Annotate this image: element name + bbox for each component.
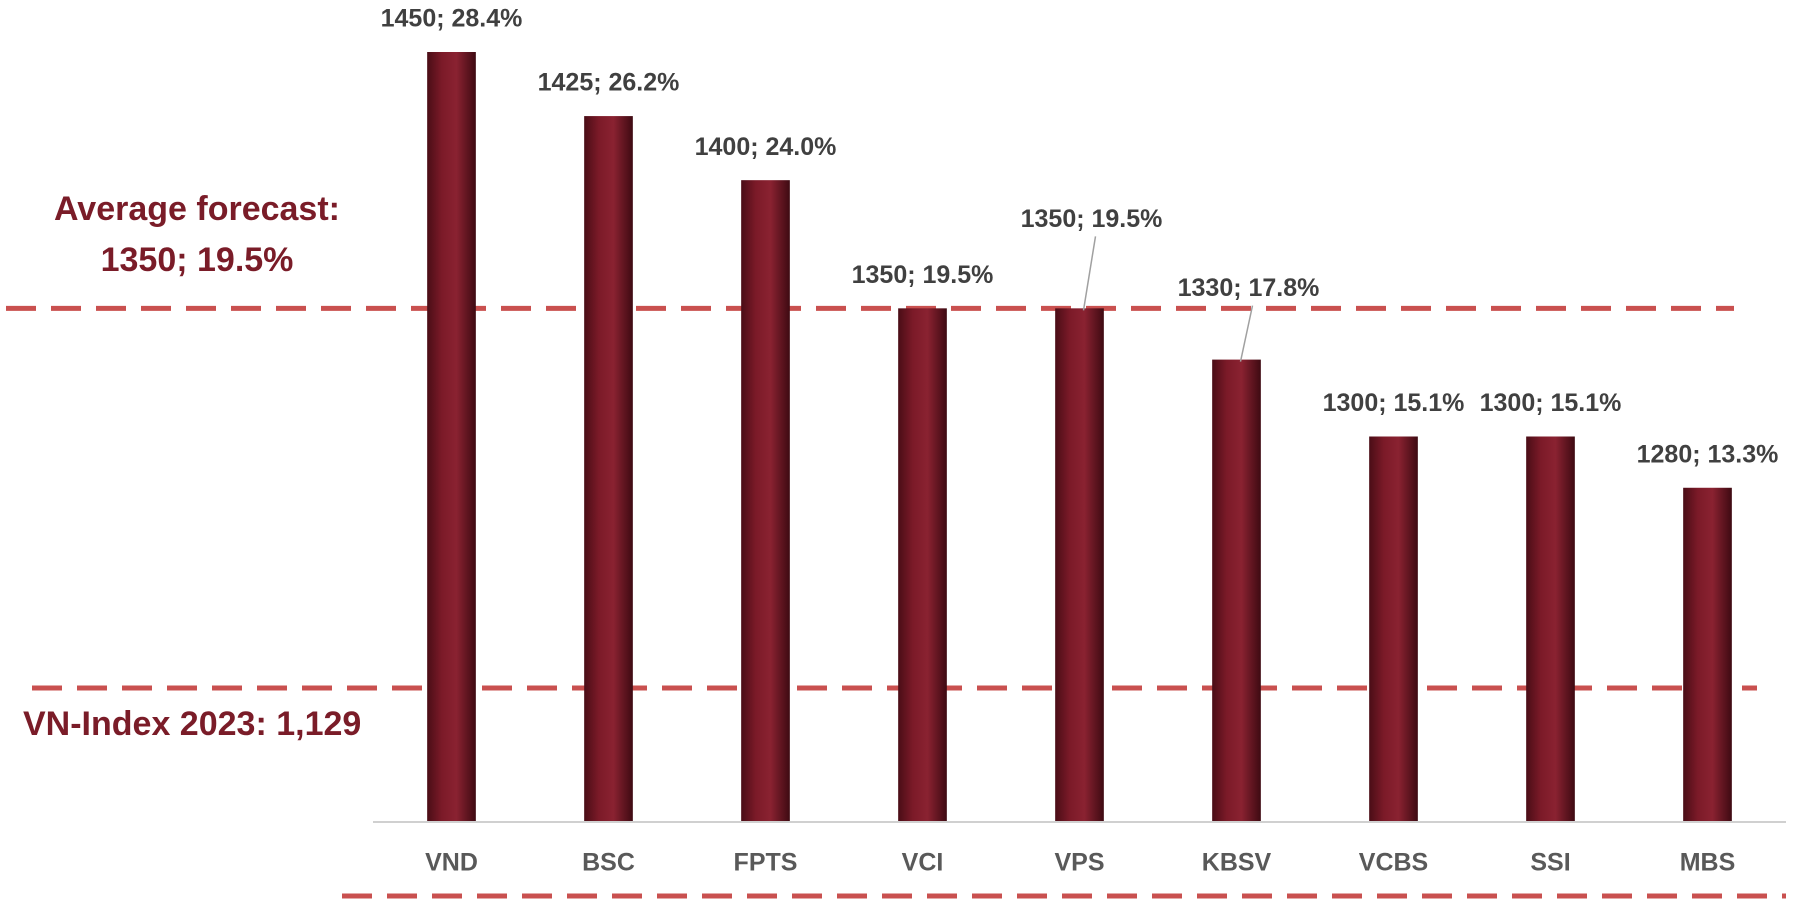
bar [1526, 436, 1575, 821]
value-label: 1350; 19.5% [852, 261, 994, 289]
x-tick-label: FPTS [734, 849, 798, 877]
annotation: VN-Index 2023: 1,129 [23, 705, 361, 743]
bar [1212, 359, 1261, 821]
value-label: 1450; 28.4% [381, 5, 523, 33]
value-label: 1300; 15.1% [1480, 389, 1622, 417]
value-label: 1280; 13.3% [1637, 440, 1779, 468]
value-label: 1400; 24.0% [695, 133, 837, 161]
x-tick-label: BSC [582, 849, 635, 877]
bar [741, 180, 790, 821]
annotation: Average forecast: [54, 190, 340, 228]
x-tick-label: VCI [902, 849, 944, 877]
x-tick-label: VPS [1054, 849, 1104, 877]
bar [427, 52, 476, 821]
bar [898, 308, 947, 821]
x-tick-label: VCBS [1359, 849, 1428, 877]
bar [1369, 436, 1418, 821]
leader-line [1082, 236, 1097, 311]
bar [584, 116, 633, 822]
leader-line [1239, 305, 1254, 362]
x-tick-label: MBS [1680, 849, 1736, 877]
x-tick-label: VND [425, 849, 478, 877]
annotation: 1350; 19.5% [101, 241, 294, 279]
value-label: 1330; 17.8% [1178, 274, 1320, 302]
x-tick-label: KBSV [1202, 849, 1272, 877]
bar [1683, 487, 1732, 821]
value-label: 1425; 26.2% [538, 69, 680, 97]
value-label: 1300; 15.1% [1323, 389, 1465, 417]
value-label: 1350; 19.5% [1021, 205, 1163, 233]
bar [1055, 308, 1104, 821]
x-tick-label: SSI [1530, 849, 1570, 877]
